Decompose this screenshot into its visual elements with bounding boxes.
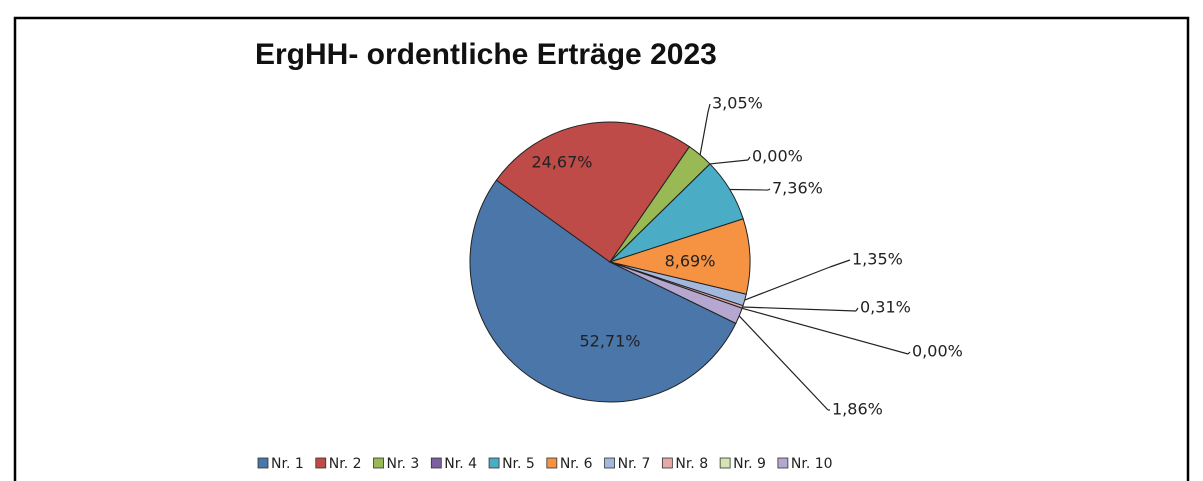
legend-label: Nr. 3: [387, 456, 420, 472]
legend-swatch: [661, 457, 673, 469]
leader-line: [767, 188, 771, 191]
legend-swatch: [488, 457, 500, 469]
leader-line: [741, 307, 909, 355]
legend-swatch: [315, 457, 327, 469]
legend-label: Nr. 8: [675, 456, 708, 472]
data-label: 0,00%: [752, 147, 803, 166]
legend-label: Nr. 7: [618, 456, 651, 472]
leader-line: [707, 103, 711, 113]
leader-line: [742, 306, 857, 312]
legend-swatch: [777, 457, 789, 469]
pie-slice: [609, 261, 743, 325]
legend-swatch: [373, 457, 384, 469]
legend-swatch: [546, 457, 558, 469]
data-label: 0,00%: [912, 342, 963, 361]
legend-swatch: [719, 457, 731, 469]
legend-label: Nr. 10: [791, 456, 833, 472]
data-label: 8,69%: [665, 252, 716, 271]
legend-swatch: [430, 457, 442, 469]
leader-line: [709, 159, 749, 165]
data-label: 3,05%: [712, 94, 763, 113]
legend-label: Nr. 9: [733, 456, 766, 472]
legend-label: Nr. 4: [444, 456, 477, 472]
legend-label: Nr. 2: [329, 456, 362, 472]
leader-line: [729, 188, 769, 191]
legend-label: Nr. 1: [271, 456, 304, 472]
legend-swatch: [604, 457, 615, 469]
leader-line: [699, 111, 709, 155]
legend-label: Nr. 5: [502, 456, 535, 472]
data-label: 1,86%: [832, 400, 883, 419]
leader-line: [747, 156, 751, 161]
leader-line: [744, 266, 831, 301]
leader-line: [738, 315, 829, 411]
leader-line: [829, 259, 851, 268]
pie-slice: [495, 121, 691, 263]
data-label: 52,71%: [579, 332, 640, 351]
data-label: 0,31%: [860, 298, 911, 317]
pie-slice: [469, 179, 737, 403]
data-label: 24,67%: [531, 153, 592, 172]
chart-title: ErgHH- ordentliche Erträge 2023: [255, 38, 717, 71]
data-label: 1,35%: [852, 250, 903, 269]
leader-line: [907, 351, 911, 355]
data-label: 7,36%: [772, 179, 823, 198]
legend-swatch: [257, 457, 269, 469]
legend-label: Nr. 6: [560, 456, 593, 472]
leader-line: [855, 307, 859, 312]
